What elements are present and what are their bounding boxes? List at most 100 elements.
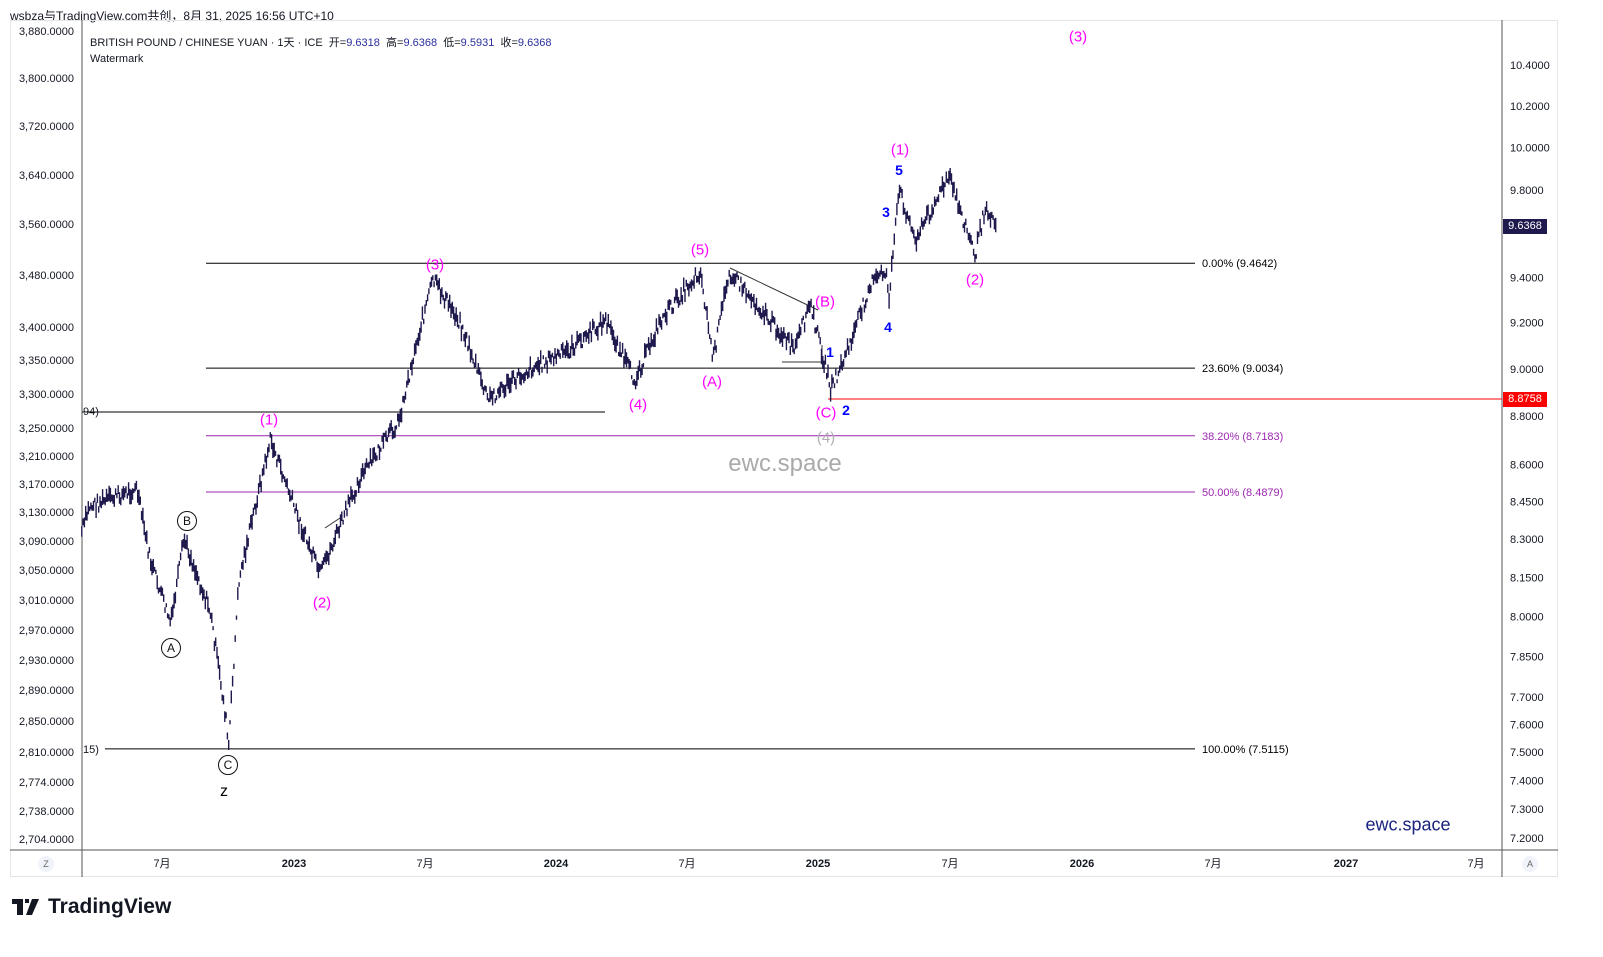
left-axis-tick: 2,970.0000 xyxy=(19,625,74,637)
time-axis-tick: 7月 xyxy=(153,858,170,870)
left-axis-tick: 3,560.0000 xyxy=(19,219,74,231)
right-axis-tick: 8.8000 xyxy=(1510,411,1544,423)
legend: BRITISH POUND / CHINESE YUAN · 1天 · ICE … xyxy=(90,34,552,65)
auto-scale-left-button[interactable]: Z xyxy=(38,856,54,872)
right-axis-tick: 8.1500 xyxy=(1510,572,1544,584)
price-series xyxy=(81,168,997,750)
tradingview-logo[interactable]: TradingView xyxy=(12,895,171,919)
fib-label: 100.00% (7.5115) xyxy=(1202,744,1289,756)
last-price-badge: 9.6368 xyxy=(1503,219,1547,234)
left-axis-tick: 2,850.0000 xyxy=(19,716,74,728)
low-label: 低= xyxy=(443,37,461,49)
wave-label: (C) xyxy=(815,404,837,422)
left-axis-tick: 3,400.0000 xyxy=(19,322,74,334)
axis-ticks: 10.4000 10.2000 10.0000 9.8000 9.4000 9.2000 9… xyxy=(19,26,1550,870)
left-axis-tick: 3,300.0000 xyxy=(19,389,74,401)
right-axis-tick: 7.4000 xyxy=(1510,775,1544,787)
left-axis-tick: 2,810.0000 xyxy=(19,747,74,759)
high-label: 高= xyxy=(386,37,404,49)
time-axis-tick: 2025 xyxy=(806,858,830,870)
left-axis-tick: 2,738.0000 xyxy=(19,806,74,818)
left-axis-tick: 2,704.0000 xyxy=(19,834,74,846)
wave-label: (1) xyxy=(259,411,279,429)
wave-label: (4) xyxy=(816,429,836,447)
price-bars xyxy=(81,168,997,750)
left-axis-tick: 3,720.0000 xyxy=(19,121,74,133)
right-axis-tick: 7.8500 xyxy=(1510,651,1544,663)
right-axis-tick: 9.8000 xyxy=(1510,185,1544,197)
left-axis-tick: 3,130.0000 xyxy=(19,507,74,519)
cut-label: 94) xyxy=(83,406,99,418)
close-label: 收= xyxy=(500,37,518,49)
wave-label: 2 xyxy=(842,402,850,418)
circled-wave-label: A xyxy=(161,638,181,658)
right-axis-tick: 8.3000 xyxy=(1510,534,1544,546)
time-axis-tick: 7月 xyxy=(1204,858,1221,870)
left-axis-tick: 3,010.0000 xyxy=(19,595,74,607)
right-axis-tick: 9.4000 xyxy=(1510,273,1544,285)
left-axis-tick: 3,090.0000 xyxy=(19,536,74,548)
range-box xyxy=(782,345,823,363)
wave-label: 4 xyxy=(884,319,892,335)
time-axis-tick: 2024 xyxy=(544,858,569,870)
wave-label: (4) xyxy=(628,396,648,414)
right-axis-tick: 9.2000 xyxy=(1510,318,1544,330)
left-axis-tick: 3,050.0000 xyxy=(19,565,74,577)
left-axis-tick: 2,890.0000 xyxy=(19,685,74,697)
fib-label: 50.00% (8.4879) xyxy=(1202,487,1283,499)
wave-label: (B) xyxy=(815,293,835,311)
left-axis-tick: 2,774.0000 xyxy=(19,777,74,789)
wave-label: (2) xyxy=(965,271,985,289)
left-axis-tick: 3,480.0000 xyxy=(19,270,74,282)
wave-label: (1) xyxy=(890,141,910,159)
left-axis-tick: 3,210.0000 xyxy=(19,451,74,463)
wave-label: 3 xyxy=(882,204,890,220)
small-trend-line xyxy=(324,517,341,529)
wave-label: (3) xyxy=(1068,28,1088,46)
time-axis-tick: 7月 xyxy=(941,858,958,870)
auto-scale-button[interactable]: A xyxy=(1522,856,1538,872)
trend-line xyxy=(729,267,819,311)
fib-label: 23.60% (9.0034) xyxy=(1202,363,1283,375)
fib-label: 0.00% (9.4642) xyxy=(1202,258,1277,270)
right-axis-tick: 8.0000 xyxy=(1510,611,1544,623)
right-axis-tick: 8.6000 xyxy=(1510,459,1544,471)
time-axis-tick: 2027 xyxy=(1334,858,1358,870)
open-label: 开= xyxy=(328,37,347,49)
cut-label: 15) xyxy=(83,744,99,756)
watermark-label: Watermark xyxy=(90,53,144,65)
fib-levels: 0.00% (9.4642) 23.60% (9.0034) 38.20% (8.7… xyxy=(105,258,1289,756)
right-axis-tick: 7.5000 xyxy=(1510,747,1544,759)
left-axis-tick: 3,250.0000 xyxy=(19,423,74,435)
time-axis-tick: 2026 xyxy=(1070,858,1094,870)
tradingview-logo-text: TradingView xyxy=(48,895,172,918)
close-value: 9.6368 xyxy=(517,37,552,49)
circled-wave-label: B xyxy=(177,511,197,531)
right-axis-tick: 9.0000 xyxy=(1510,364,1544,376)
wave-label: (3) xyxy=(425,256,445,274)
wave-label: 1 xyxy=(826,344,834,360)
wave-label: (2) xyxy=(312,594,332,612)
time-axis-tick: 7月 xyxy=(678,858,695,870)
left-axis-tick: 3,170.0000 xyxy=(19,479,74,491)
right-axis-tick: 10.2000 xyxy=(1510,101,1550,113)
wave-label: 5 xyxy=(895,162,903,178)
right-axis-tick: 8.4500 xyxy=(1510,496,1544,508)
left-axis-tick: 3,800.0000 xyxy=(19,73,74,85)
high-value: 9.6368 xyxy=(403,37,438,49)
right-axis-tick: 7.3000 xyxy=(1510,804,1544,816)
red-level-badge: 8.8758 xyxy=(1503,392,1547,407)
brand-text: ewc.space xyxy=(1365,814,1451,835)
left-axis-tick: 3,640.0000 xyxy=(19,170,74,182)
wave-label: (A) xyxy=(702,373,722,391)
circled-wave-label: C xyxy=(218,755,238,775)
right-axis-tick: 10.0000 xyxy=(1510,142,1550,154)
wave-label: (5) xyxy=(690,241,710,259)
low-value: 9.5931 xyxy=(460,37,495,49)
time-axis-tick: 7月 xyxy=(1467,858,1484,870)
chart-frame xyxy=(10,20,1558,877)
right-axis-tick: 7.7000 xyxy=(1510,692,1544,704)
left-axis-tick: 3,880.0000 xyxy=(19,26,74,38)
right-axis-tick: 7.2000 xyxy=(1510,833,1544,845)
